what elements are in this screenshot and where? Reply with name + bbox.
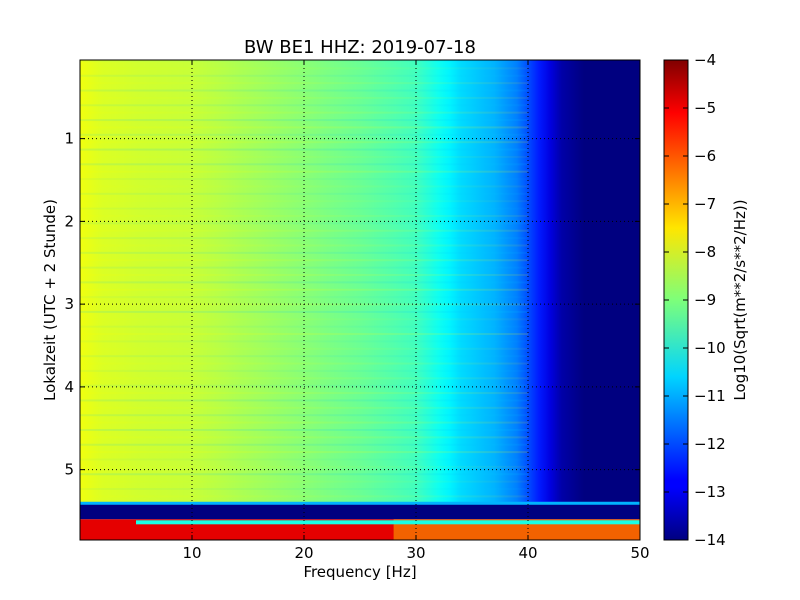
- spectrogram-texture-row: [80, 266, 528, 269]
- spectrogram-texture-row: [80, 436, 528, 439]
- colorbar-tick-label: −12: [694, 435, 726, 453]
- colorbar-tick-label: −10: [694, 339, 726, 357]
- spectrogram-texture-row: [80, 473, 528, 476]
- spectrogram-texture-row: [80, 170, 528, 173]
- spectrogram-texture-row: [80, 362, 528, 365]
- spectrogram-band-line: [80, 501, 640, 505]
- colorbar-tick-label: −8: [694, 243, 716, 261]
- spectrogram-texture-row: [80, 384, 528, 387]
- spectrogram-texture-row: [80, 229, 528, 232]
- colorbar-tick-label: −13: [694, 483, 726, 501]
- spectrogram-texture-row: [80, 274, 528, 276]
- colorbar-tick-label: −4: [694, 51, 716, 69]
- spectrogram-texture-row: [80, 200, 528, 203]
- spectrogram-band-line: [136, 520, 640, 525]
- spectrogram-texture-row: [80, 237, 528, 240]
- colorbar-tick-label: −9: [694, 291, 716, 309]
- spectrogram-texture-row: [80, 288, 528, 291]
- spectrogram-texture-row: [80, 96, 528, 99]
- grid-lines: [80, 60, 640, 540]
- colorbar-tick-label: −7: [694, 195, 716, 213]
- plot-area: [80, 60, 640, 540]
- spectrogram-texture-row: [80, 178, 528, 181]
- y-tick-label: 1: [64, 130, 74, 148]
- spectrogram-texture-row: [80, 377, 528, 380]
- colorbar-tick-label: −5: [694, 99, 716, 117]
- spectrogram-texture-row: [80, 333, 528, 336]
- spectrogram-texture-row: [80, 480, 528, 483]
- x-axis-label: Frequency [Hz]: [303, 563, 416, 581]
- spectrogram-texture-row: [80, 133, 528, 136]
- spectrogram-band-falloff: [393, 519, 640, 540]
- y-tick-label: 3: [64, 295, 74, 313]
- chart-title: BW BE1 HHZ: 2019-07-18: [244, 37, 476, 58]
- y-tick-label: 4: [64, 378, 74, 396]
- spectrogram-texture-row: [80, 141, 528, 144]
- colorbar-label: Log10(Sqrt(m**2/s**2/Hz)): [731, 199, 749, 400]
- spectrogram-texture-row: [80, 148, 528, 151]
- x-tick-label: 50: [630, 544, 649, 562]
- spectrogram-texture-row: [80, 414, 528, 417]
- y-axis-ticks: 1 2 3 4 5: [64, 130, 640, 479]
- spectrogram-texture-row: [80, 325, 528, 328]
- x-tick-label: 10: [182, 544, 201, 562]
- spectrogram-texture-row: [80, 244, 528, 247]
- spectrogram-texture-row: [80, 185, 528, 188]
- spectrogram-texture-row: [80, 296, 528, 299]
- spectrogram-texture-row: [80, 222, 528, 225]
- spectrogram-band-0: [80, 502, 640, 520]
- spectrogram-texture-row: [80, 214, 528, 217]
- spectrogram-texture-row: [80, 310, 528, 313]
- spectrogram-texture-row: [80, 82, 528, 85]
- spectrogram-texture-row: [80, 318, 528, 321]
- y-tick-label: 5: [64, 461, 74, 479]
- spectrogram-texture-row: [80, 126, 528, 129]
- spectrogram-texture-row: [80, 465, 528, 468]
- colorbar-tick-label: −14: [694, 531, 726, 549]
- spectrogram-texture-row: [80, 458, 528, 461]
- y-tick-label: 2: [64, 212, 74, 230]
- y-axis-label: Lokalzeit (UTC + 2 Stunde): [41, 199, 59, 401]
- spectrogram-texture-row: [80, 369, 528, 372]
- spectrogram-texture-row: [80, 340, 528, 343]
- spectrogram-texture-row: [80, 428, 528, 431]
- colorbar-tick-label: −11: [694, 387, 726, 405]
- x-axis-ticks: 10 20 30 40 50: [182, 60, 650, 562]
- spectrogram-texture-row: [80, 74, 528, 77]
- spectrogram-texture-row: [80, 89, 528, 92]
- x-tick-label: 20: [294, 544, 313, 562]
- spectrogram-texture-row: [80, 392, 528, 395]
- spectrogram-texture-row: [80, 421, 528, 424]
- colorbar-tick-label: −6: [694, 147, 716, 165]
- colorbar-ticks: −4 −5 −6 −7 −8 −9 −10 −11 −12 −13 −14: [664, 51, 726, 549]
- x-tick-label: 40: [518, 544, 537, 562]
- spectrogram-texture-row: [80, 281, 528, 284]
- spectrogram-texture-row: [80, 192, 528, 195]
- plot-frame: [79, 59, 641, 541]
- spectrogram-texture-row: [80, 104, 528, 107]
- spectrogram-texture-row: [80, 406, 528, 409]
- x-tick-label: 30: [406, 544, 425, 562]
- spectrogram-body: [80, 60, 640, 503]
